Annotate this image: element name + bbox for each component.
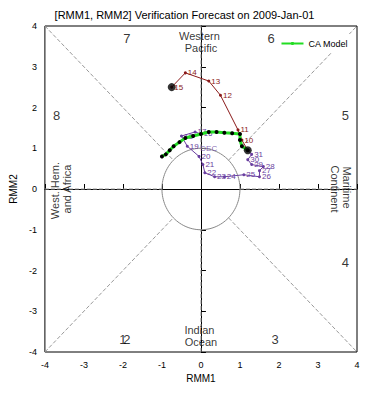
svg-text:15: 15 bbox=[174, 82, 184, 92]
svg-text:22: 22 bbox=[207, 168, 216, 177]
svg-text:Pacific: Pacific bbox=[185, 42, 218, 54]
svg-text:Maritime: Maritime bbox=[341, 166, 353, 211]
svg-text:25: 25 bbox=[246, 170, 255, 179]
svg-text:Indian: Indian bbox=[184, 324, 217, 336]
svg-text:2: 2 bbox=[276, 360, 281, 370]
svg-text:26: 26 bbox=[262, 172, 271, 182]
svg-text:23: 23 bbox=[217, 172, 226, 181]
svg-text:8: 8 bbox=[53, 108, 60, 123]
svg-text:-2: -2 bbox=[119, 360, 127, 370]
svg-text:24: 24 bbox=[227, 172, 236, 181]
svg-text:2: 2 bbox=[32, 103, 37, 113]
svg-text:31: 31 bbox=[254, 150, 263, 159]
svg-text:1: 1 bbox=[32, 143, 37, 153]
svg-text:-4: -4 bbox=[29, 347, 37, 357]
svg-text:10: 10 bbox=[244, 136, 253, 145]
svg-text:30: 30 bbox=[250, 155, 260, 165]
svg-text:-3: -3 bbox=[80, 360, 88, 370]
svg-text:1: 1 bbox=[237, 360, 242, 370]
svg-text:28: 28 bbox=[266, 162, 275, 171]
svg-text:13: 13 bbox=[211, 77, 220, 86]
svg-text:18: 18 bbox=[183, 131, 193, 141]
svg-text:RMM2: RMM2 bbox=[8, 174, 19, 204]
svg-text:West. Hem.: West. Hem. bbox=[49, 159, 61, 219]
svg-text:12: 12 bbox=[223, 91, 232, 100]
svg-text:4: 4 bbox=[354, 360, 359, 370]
svg-text:5: 5 bbox=[342, 108, 349, 123]
svg-text:Continent: Continent bbox=[329, 165, 341, 212]
svg-text:-1: -1 bbox=[29, 225, 37, 235]
svg-text:3: 3 bbox=[271, 332, 278, 347]
svg-text:6: 6 bbox=[268, 31, 275, 46]
svg-text:0: 0 bbox=[198, 360, 203, 370]
svg-text:CA Model: CA Model bbox=[308, 39, 347, 49]
svg-text:2: 2 bbox=[123, 332, 130, 347]
svg-text:-4: -4 bbox=[41, 360, 49, 370]
svg-text:and Africa: and Africa bbox=[61, 164, 73, 214]
svg-text:17: 17 bbox=[197, 127, 207, 137]
svg-text:29: 29 bbox=[254, 160, 264, 170]
svg-text:21: 21 bbox=[205, 160, 215, 170]
svg-text:7: 7 bbox=[123, 31, 130, 46]
svg-text:-2: -2 bbox=[29, 266, 37, 276]
svg-text:19: 19 bbox=[190, 142, 199, 151]
svg-text:Western: Western bbox=[179, 30, 223, 42]
svg-text:Ocean: Ocean bbox=[185, 336, 217, 348]
svg-text:16: 16 bbox=[203, 129, 213, 139]
svg-text:0: 0 bbox=[32, 184, 37, 194]
svg-text:[RMM1, RMM2] Verification Fore: [RMM1, RMM2] Verification Forecast on 20… bbox=[55, 9, 315, 21]
svg-text:20: 20 bbox=[201, 151, 211, 161]
svg-text:11: 11 bbox=[241, 125, 250, 134]
svg-text:-3: -3 bbox=[29, 306, 37, 316]
svg-text:RMM1: RMM1 bbox=[186, 373, 216, 384]
svg-text:3: 3 bbox=[315, 360, 320, 370]
svg-text:14: 14 bbox=[188, 68, 197, 77]
svg-text:4: 4 bbox=[342, 255, 349, 270]
svg-text:-1: -1 bbox=[158, 360, 166, 370]
svg-text:DEC: DEC bbox=[200, 144, 217, 153]
svg-text:3: 3 bbox=[32, 62, 37, 72]
svg-text:4: 4 bbox=[32, 21, 37, 31]
